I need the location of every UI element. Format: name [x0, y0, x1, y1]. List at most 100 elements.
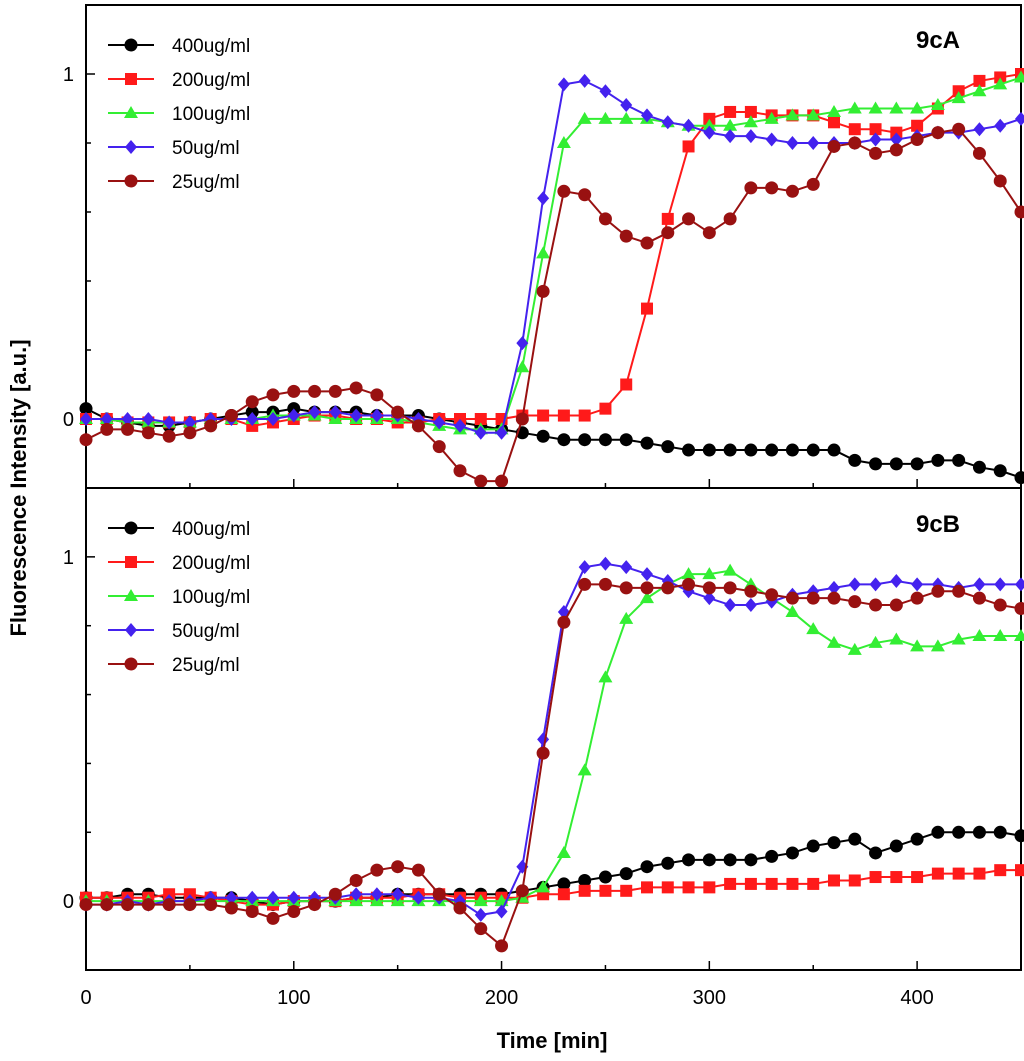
data-point [474, 922, 488, 936]
data-point [869, 132, 882, 147]
data-point [951, 632, 966, 645]
x-tick-label: 0 [80, 987, 91, 1009]
data-point [641, 302, 653, 315]
data-point [183, 415, 196, 430]
data-point [911, 871, 924, 884]
data-point [515, 360, 530, 373]
data-point [79, 433, 93, 447]
data-point [516, 336, 529, 351]
data-point [723, 563, 738, 576]
panel-title: 9cA [916, 27, 960, 54]
series-group [79, 556, 1024, 953]
data-point [142, 412, 155, 426]
data-point [889, 632, 904, 645]
data-point [972, 629, 987, 642]
data-point [889, 457, 903, 471]
panel-9cA: 0 1 9cA 400ug/ml 200ug/ml 100ug/ml 50ug/ml 25… [63, 4, 1024, 489]
data-point [806, 839, 820, 853]
data-point [744, 443, 758, 457]
series-line [85, 407, 1022, 479]
series-25ug-ml [79, 122, 1024, 488]
data-point [619, 229, 633, 243]
data-point [993, 825, 1007, 839]
data-point [557, 77, 570, 92]
legend-label: 400ug/ml [172, 519, 250, 540]
data-point [641, 567, 653, 582]
data-point [432, 440, 446, 454]
legend-marker [124, 589, 138, 601]
data-point [973, 74, 986, 87]
legend-label: 100ug/ml [172, 104, 250, 125]
data-point [536, 880, 551, 893]
data-point [702, 443, 716, 457]
data-point [743, 115, 758, 128]
data-point [598, 433, 612, 447]
data-point [828, 874, 840, 887]
data-point [308, 384, 322, 398]
series-line [86, 869, 1021, 906]
data-point [702, 567, 717, 580]
data-point [972, 460, 986, 474]
data-point [910, 457, 924, 471]
data-point [495, 904, 508, 919]
data-point [661, 226, 675, 240]
data-point [641, 881, 653, 894]
data-point [328, 887, 342, 901]
data-point [930, 639, 945, 652]
data-point [807, 877, 820, 890]
data-point [744, 877, 757, 890]
data-point [163, 415, 176, 430]
data-point [785, 846, 799, 860]
legend-item: 50ug/ml [108, 621, 240, 642]
data-point [350, 408, 363, 423]
panel-title: 9cB [916, 511, 960, 538]
data-point [890, 871, 903, 884]
data-point [183, 426, 197, 440]
data-point [703, 591, 716, 606]
data-point [121, 898, 135, 912]
data-point [952, 453, 966, 467]
x-tick-label: 100 [277, 987, 310, 1009]
legend-item: 200ug/ml [108, 70, 250, 91]
data-point [557, 615, 571, 629]
y-tick-label: 1 [63, 64, 74, 86]
data-point [869, 123, 882, 136]
data-point [495, 474, 509, 488]
data-point [765, 132, 778, 147]
data-point [973, 122, 986, 137]
data-point [473, 894, 488, 907]
y-tick-label: 0 [63, 891, 74, 913]
data-point [848, 136, 862, 150]
data-point [391, 860, 405, 874]
data-point [411, 863, 425, 877]
data-point [972, 146, 986, 160]
data-point [619, 111, 634, 124]
data-point [598, 577, 612, 591]
data-point [661, 440, 675, 454]
data-point [931, 453, 945, 467]
data-point [847, 101, 862, 114]
series-line [86, 831, 1022, 906]
data-point [598, 111, 613, 124]
data-point [495, 425, 508, 440]
data-point [577, 763, 592, 776]
data-point [267, 412, 279, 426]
data-point [682, 577, 696, 591]
data-point [225, 890, 238, 905]
data-point [952, 122, 966, 136]
data-point [80, 412, 92, 426]
data-point [682, 853, 696, 867]
data-point [411, 419, 425, 433]
data-point [993, 464, 1007, 478]
data-point [328, 384, 342, 398]
data-point [972, 84, 987, 97]
data-point [598, 670, 613, 683]
data-point [827, 443, 841, 457]
data-point [682, 881, 695, 894]
data-point [723, 853, 737, 867]
data-point [370, 408, 383, 423]
data-point [246, 890, 259, 905]
data-point [910, 101, 925, 114]
data-point [703, 125, 716, 140]
